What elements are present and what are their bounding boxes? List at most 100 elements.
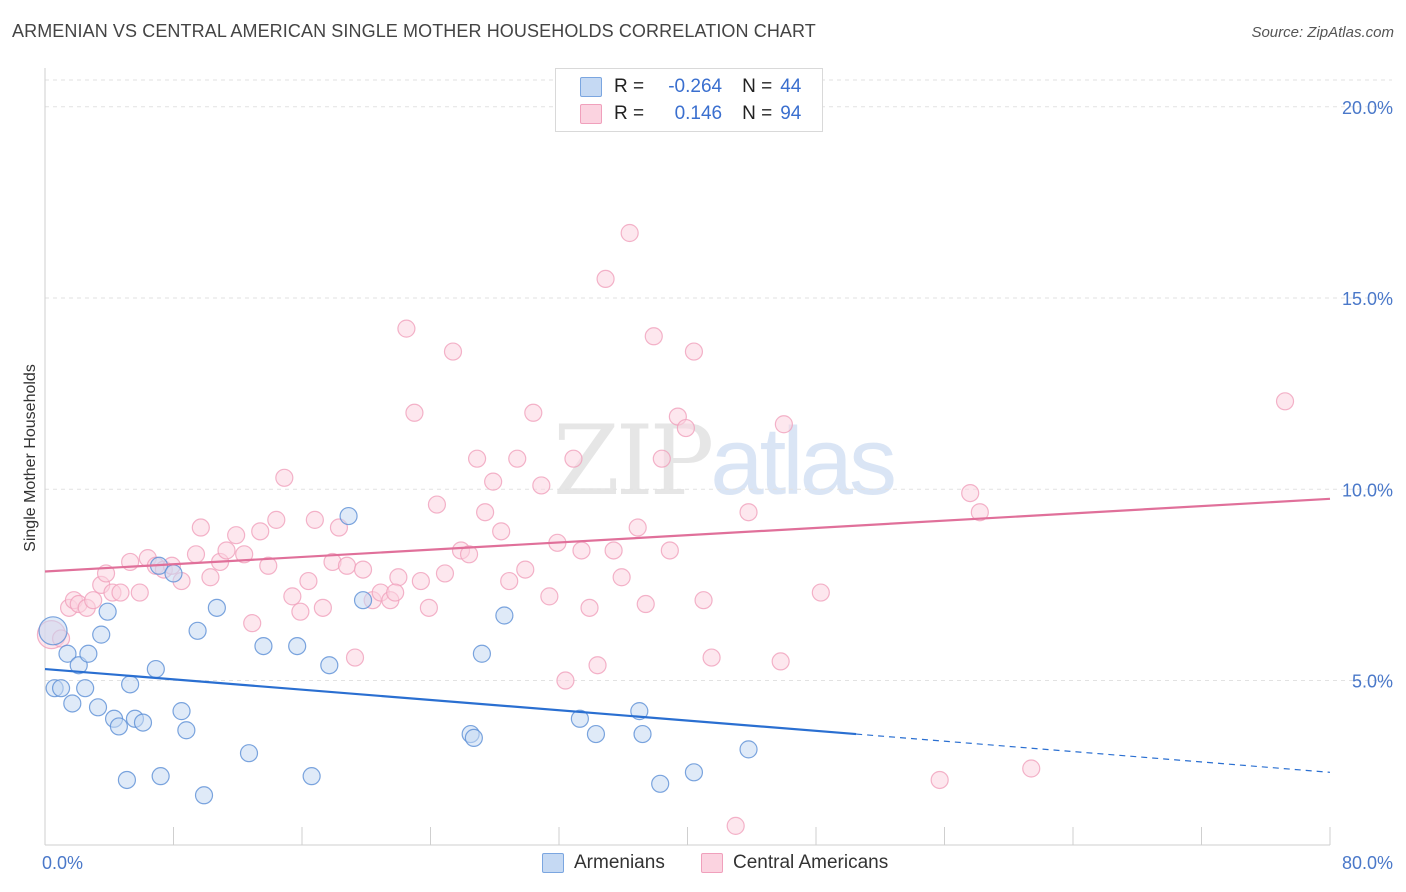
legend-swatch-armenians	[580, 77, 602, 97]
central-americans-point	[243, 614, 262, 633]
armenians-point	[172, 702, 191, 721]
central-americans-point	[500, 571, 519, 591]
armenians-point	[88, 698, 108, 717]
legend-r-value: -0.264	[668, 76, 723, 97]
central-americans-point	[771, 652, 790, 671]
legend-r-label: R =	[614, 76, 645, 97]
central-americans-point	[283, 587, 302, 606]
central-americans-point	[1022, 759, 1041, 778]
central-americans-point	[251, 522, 270, 541]
central-americans-point	[1275, 392, 1295, 411]
armenians-point	[495, 606, 514, 625]
legend-label-central-americans: Central Americans	[733, 852, 889, 873]
armenians-point	[188, 621, 207, 640]
armenians-point	[633, 724, 652, 744]
legend-n-value: 94	[780, 103, 802, 124]
central-americans-point	[930, 770, 949, 790]
central-americans-point	[275, 468, 294, 487]
y-tick-label: 10.0%	[1342, 480, 1393, 500]
armenians-point	[98, 602, 117, 621]
central-americans-point	[660, 541, 679, 560]
central-americans-point	[726, 816, 745, 835]
central-americans-point	[588, 656, 607, 675]
central-americans-point	[467, 449, 487, 468]
central-americans-point	[694, 591, 713, 610]
central-americans-point	[389, 568, 408, 587]
central-americans-point	[524, 403, 543, 422]
legend-row-central-americans: R = 0.146 N = 94	[580, 102, 801, 126]
central-americans-point	[419, 598, 438, 617]
armenians-point	[63, 694, 82, 713]
legend-n-label: N =	[742, 76, 773, 97]
armenians-point	[651, 774, 670, 793]
armenians-point	[76, 679, 95, 698]
central-americans-point	[492, 522, 511, 541]
legend-item-central-americans: Central Americans	[701, 852, 888, 874]
central-americans-point	[628, 518, 647, 537]
y-tick-label: 5.0%	[1352, 672, 1393, 692]
armenians-point	[146, 659, 165, 679]
central-americans-point	[443, 342, 463, 361]
central-americans-point	[345, 648, 365, 667]
armenians-point	[121, 675, 140, 694]
central-americans-point	[191, 518, 210, 537]
central-americans-point	[337, 556, 357, 575]
central-americans-trendline	[44, 497, 1331, 573]
central-americans-point	[259, 556, 278, 575]
central-americans-point	[427, 495, 447, 514]
central-americans-point	[811, 583, 830, 602]
armenians-point	[302, 767, 321, 786]
correlation-legend: R = -0.264 N = 44 R = 0.146 N = 94	[555, 68, 823, 132]
armenians-point	[739, 740, 758, 759]
y-tick-label: 20.0%	[1342, 98, 1393, 118]
armenians-point	[239, 744, 259, 763]
armenians-point	[177, 721, 196, 740]
armenians-point	[151, 767, 170, 786]
central-americans-point	[291, 602, 310, 621]
y-axis-label: Single Mother Households	[22, 364, 39, 552]
central-americans-point	[84, 591, 103, 610]
central-americans-point	[111, 583, 130, 602]
central-americans-point	[405, 403, 424, 422]
armenians-point	[207, 598, 226, 617]
central-americans-point	[267, 510, 286, 529]
x-tick-label: 0.0%	[42, 853, 83, 873]
central-americans-point	[217, 541, 236, 560]
watermark-atlas: atlas	[710, 408, 897, 515]
armenians-point	[58, 644, 77, 663]
legend-r-label: R =	[614, 103, 645, 124]
source-label: Source: ZipAtlas.com	[1251, 24, 1394, 41]
central-americans-point	[644, 327, 663, 346]
central-americans-point	[970, 503, 989, 522]
armenians-point	[133, 713, 153, 732]
central-americans-point	[580, 598, 599, 617]
central-americans-point	[596, 269, 615, 288]
central-americans-point	[564, 449, 583, 468]
legend-label-armenians: Armenians	[574, 852, 665, 873]
armenians-point	[38, 616, 68, 646]
central-americans-point	[305, 510, 324, 529]
armenians-point	[472, 644, 491, 663]
central-americans-point	[620, 223, 639, 243]
central-americans-point	[572, 541, 591, 560]
central-americans-point	[299, 571, 318, 591]
central-americans-point	[353, 560, 373, 579]
central-americans-point	[484, 472, 503, 491]
central-americans-point	[130, 583, 149, 602]
armenians-point	[570, 709, 589, 728]
armenians-point	[109, 717, 128, 736]
armenians-point	[288, 636, 307, 656]
armenians-point	[353, 591, 373, 610]
y-tick-label: 15.0%	[1342, 289, 1393, 309]
armenians-point	[51, 679, 71, 698]
armenians-point	[320, 656, 339, 675]
central-americans-point	[702, 648, 721, 667]
central-americans-point	[540, 587, 559, 606]
central-americans-point	[516, 560, 535, 579]
legend-item-armenians: Armenians	[542, 852, 665, 874]
armenians-point	[464, 728, 483, 748]
armenians-point	[339, 506, 358, 526]
central-americans-point	[313, 598, 332, 617]
armenians-point	[586, 724, 606, 744]
